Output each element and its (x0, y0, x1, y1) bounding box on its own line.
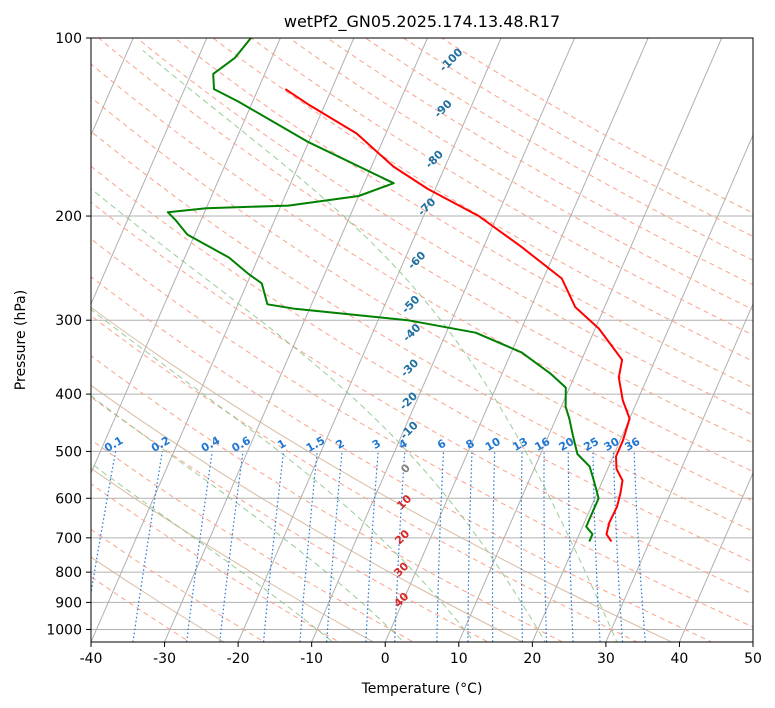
potential-temperature-arcs (91, 306, 673, 642)
isotherm-line (531, 133, 753, 642)
x-tick-label: 30 (597, 651, 615, 667)
dry-adiabat (91, 315, 639, 642)
dry-adiabat (402, 38, 753, 237)
y-tick-label: 100 (55, 31, 82, 47)
dewpoint-profile (166, 38, 600, 542)
dry-adiabat (91, 96, 753, 502)
mixing-ratio-lines (91, 451, 646, 642)
mixing-ratio-line (394, 451, 406, 642)
moist-adiabat (91, 188, 546, 642)
y-tick-label: 600 (55, 491, 82, 507)
x-tick-label: 20 (523, 651, 541, 667)
isobar-grid (91, 38, 753, 630)
dry-adiabat (91, 238, 753, 628)
moist-adiabat (91, 395, 405, 642)
y-tick-label: 200 (55, 209, 82, 225)
chart-title: wetPf2_GN05.2025.174.13.48.R17 (284, 12, 560, 32)
mixing-ratio-line (299, 451, 318, 642)
isotherm-line (458, 38, 723, 642)
dry-adiabat (91, 130, 753, 532)
dry-adiabat (97, 38, 753, 444)
isotherm-line (91, 38, 281, 475)
mixing-ratio-line (612, 451, 624, 642)
dry-adiabat (91, 439, 415, 642)
y-tick-label: 800 (55, 565, 82, 581)
dry-adiabat (91, 165, 753, 563)
mixing-ratio-line (633, 451, 646, 642)
mixing-ratio-line (567, 451, 574, 642)
isotherm-grid (91, 38, 753, 642)
dry-adiabat (326, 38, 753, 286)
mixing-ratio-line (365, 451, 379, 642)
temperature-profile (284, 88, 631, 543)
isotherm-line (91, 38, 355, 642)
moist-adiabats (91, 50, 618, 642)
y-tick-label: 1000 (46, 622, 82, 638)
plot-frame (90, 37, 754, 643)
theta-arc (91, 384, 524, 642)
y-axis-ticks: 100 200 300 400 500 600 700 800 900 1000 (46, 31, 91, 638)
mixing-ratio-line (326, 451, 343, 642)
dry-adiabat (91, 201, 753, 595)
y-tick-label: 300 (55, 313, 82, 329)
theta-arc (91, 467, 375, 642)
x-axis-ticks: -40 -30 -20 -10 0 10 20 30 40 50 (80, 642, 762, 667)
isotherm-line (384, 38, 649, 642)
dry-adiabat (440, 38, 753, 214)
sounding-profiles (166, 38, 631, 543)
x-tick-label: -10 (300, 651, 323, 667)
y-tick-label: 400 (55, 387, 82, 403)
isotherm-line (164, 38, 428, 642)
dry-adiabat (250, 38, 753, 336)
x-tick-label: -20 (227, 651, 250, 667)
isotherm-line (605, 302, 753, 642)
x-tick-label: 10 (450, 651, 468, 667)
isotherm-line (311, 38, 576, 642)
moist-adiabat (91, 308, 475, 642)
dry-adiabat (136, 38, 753, 416)
dry-adiabat (91, 483, 340, 642)
mixing-ratio-line (491, 451, 496, 642)
mixing-ratio-line (467, 451, 473, 642)
moist-adiabat (142, 50, 618, 642)
x-tick-label: 0 (381, 651, 390, 667)
x-tick-label: 40 (671, 651, 689, 667)
isotherm-line (678, 471, 753, 642)
y-tick-label: 700 (55, 531, 82, 547)
dry-adiabat (212, 38, 753, 362)
x-tick-label: -40 (80, 651, 103, 667)
mixing-ratio-line (520, 451, 524, 642)
mixing-ratio-line (543, 451, 548, 642)
y-tick-label: 900 (55, 595, 82, 611)
isotherm-line (91, 38, 208, 306)
mixing-ratio-line (436, 451, 445, 642)
dry-adiabats (91, 38, 753, 642)
mixing-ratio-line (592, 451, 601, 642)
theta-arc (91, 306, 673, 642)
y-axis-label: Pressure (hPa) (13, 290, 29, 390)
y-tick-label: 500 (55, 444, 82, 460)
x-tick-label: -30 (153, 651, 176, 667)
x-axis-label: Temperature (°C) (361, 681, 483, 697)
dry-adiabat (91, 396, 490, 642)
isotherm-line (237, 38, 502, 642)
x-tick-label: 50 (744, 651, 762, 667)
